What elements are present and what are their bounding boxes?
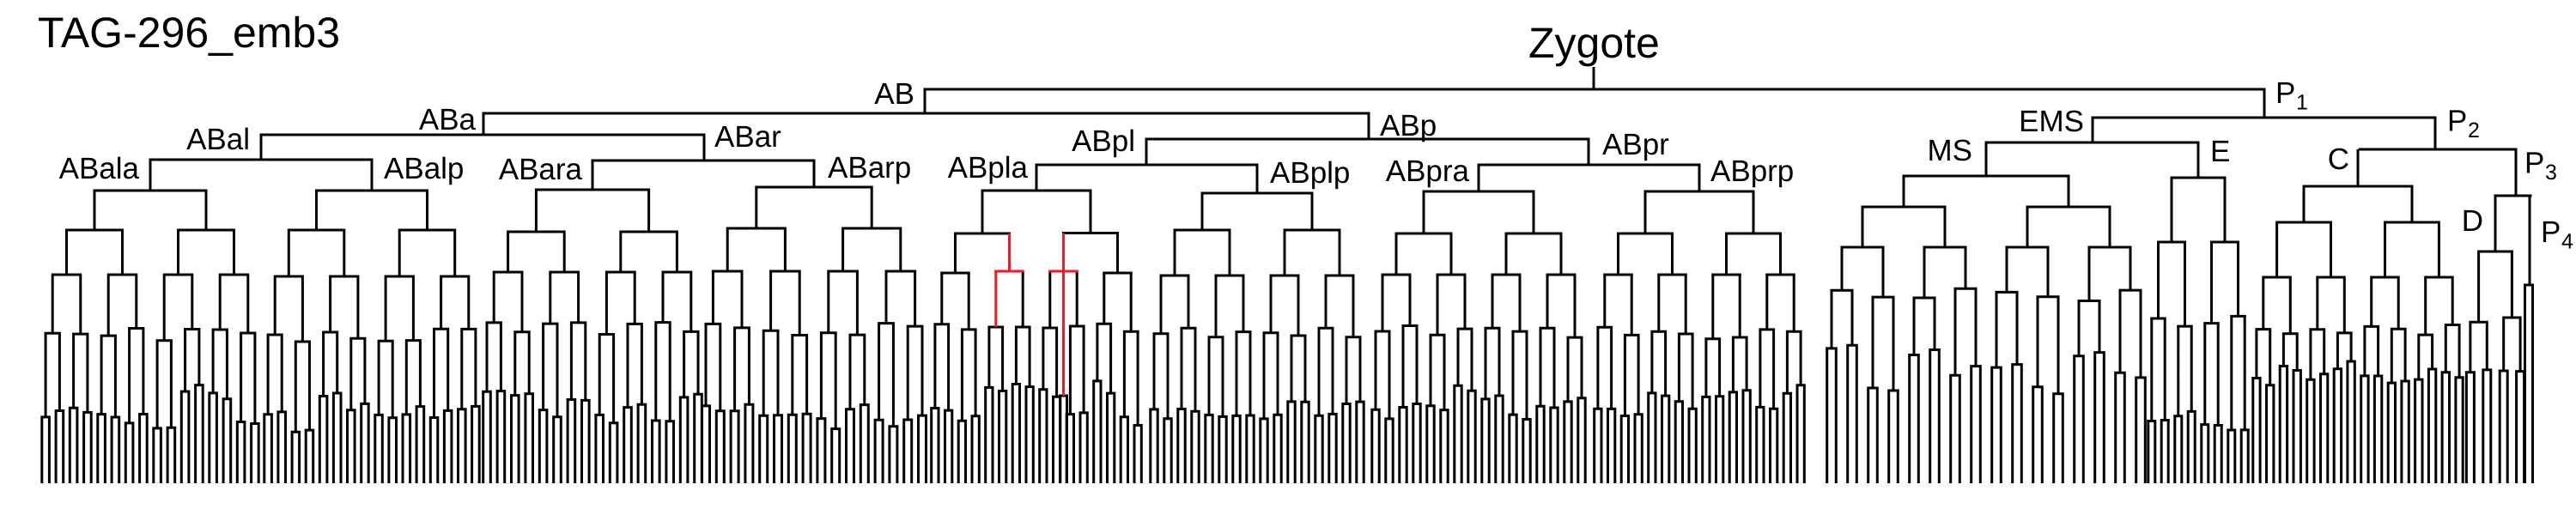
svg-text:C: C <box>2328 142 2349 176</box>
svg-text:ABpla: ABpla <box>948 151 1029 185</box>
svg-text:TAG-296_emb3: TAG-296_emb3 <box>38 9 340 57</box>
svg-text:ABprp: ABprp <box>1710 154 1794 188</box>
svg-text:ABalp: ABalp <box>384 152 464 185</box>
svg-text:ABplp: ABplp <box>1270 156 1350 190</box>
svg-text:P: P <box>2447 105 2467 138</box>
svg-text:4: 4 <box>2561 230 2573 254</box>
svg-text:ABar: ABar <box>714 120 781 154</box>
svg-text:ABa: ABa <box>419 103 477 136</box>
svg-text:ABpra: ABpra <box>1386 154 1470 188</box>
svg-text:ABpr: ABpr <box>1602 128 1669 161</box>
svg-text:2: 2 <box>2468 118 2480 142</box>
svg-text:ABarp: ABarp <box>828 151 911 185</box>
svg-text:ABpl: ABpl <box>1072 124 1135 158</box>
svg-text:E: E <box>2210 135 2230 168</box>
svg-text:ABal: ABal <box>186 123 250 156</box>
svg-text:ABala: ABala <box>59 152 140 185</box>
svg-text:3: 3 <box>2545 161 2557 185</box>
svg-text:1: 1 <box>2296 91 2308 115</box>
svg-text:ABara: ABara <box>499 153 583 186</box>
svg-text:P: P <box>2541 215 2561 249</box>
svg-text:D: D <box>2462 204 2483 238</box>
svg-text:MS: MS <box>1928 134 1973 167</box>
svg-text:P: P <box>2275 76 2295 110</box>
svg-text:P: P <box>2524 147 2544 180</box>
svg-text:Zygote: Zygote <box>1528 19 1660 67</box>
svg-text:EMS: EMS <box>2019 105 2084 138</box>
svg-text:AB: AB <box>874 77 914 111</box>
svg-text:ABp: ABp <box>1380 109 1437 142</box>
